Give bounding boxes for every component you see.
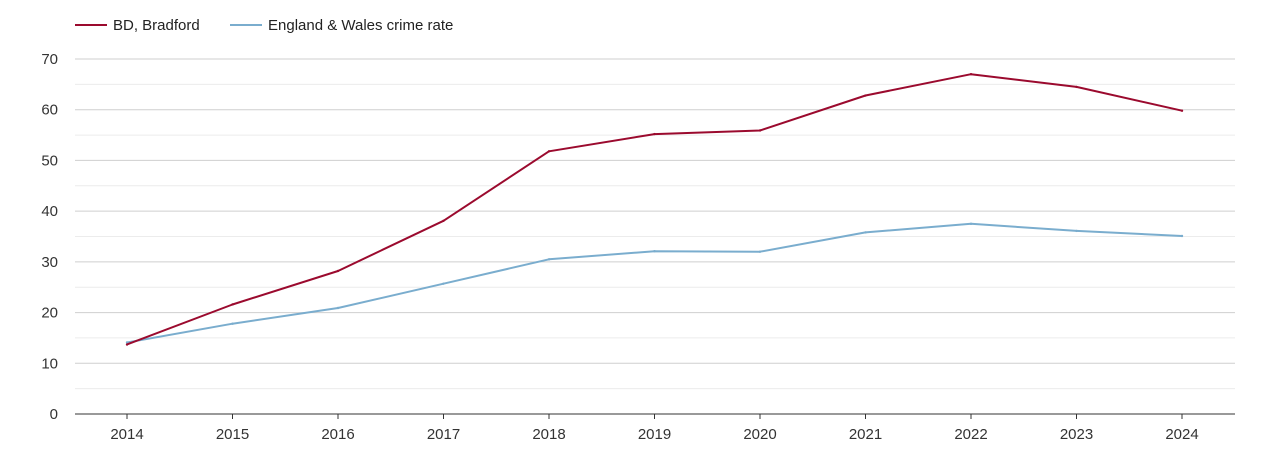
data-point-bradford [1075,85,1078,89]
data-point-england-wales [442,282,445,285]
data-point-england-wales [653,250,656,253]
x-tick-label: 2021 [849,426,882,443]
data-point-bradford [125,343,129,346]
y-tick-label: 10 [41,355,58,372]
data-point-bradford [547,150,551,153]
series-line-bradford [126,73,1183,346]
legend-label-bradford: BD, Bradford [113,17,200,34]
x-tick-label: 2018 [532,426,565,443]
data-point-bradford [442,219,445,222]
x-tick-label: 2016 [321,426,354,443]
x-tick-label: 2024 [1165,426,1198,443]
legend: BD, Bradford England & Wales crime rate [75,17,453,34]
y-tick-label: 70 [41,51,58,68]
grid [75,58,1235,390]
x-tick-label: 2014 [110,426,143,443]
data-point-bradford [336,269,340,273]
series-group [125,73,1184,346]
data-point-bradford [1180,109,1184,112]
y-tick-label: 50 [41,152,58,169]
y-tick-label: 0 [50,406,58,423]
x-tick-label: 2020 [743,426,776,443]
y-tick-label: 40 [41,203,58,220]
x-tick-label: 2023 [1060,426,1093,443]
data-point-england-wales [969,222,973,226]
legend-label-england-wales: England & Wales crime rate [268,17,453,34]
data-point-england-wales [758,250,762,253]
data-point-england-wales [1180,234,1184,238]
data-point-england-wales [547,258,551,261]
data-point-bradford [231,303,234,306]
data-point-england-wales [1075,229,1078,233]
y-tick-label: 30 [41,254,58,271]
data-point-bradford [969,73,973,76]
data-point-england-wales [864,231,867,234]
x-tick-label: 2022 [954,426,987,443]
series-line-england-wales [126,222,1183,344]
data-point-england-wales [231,322,234,325]
data-point-england-wales [125,341,129,344]
x-tick-label: 2019 [638,426,671,443]
data-point-bradford [864,94,867,97]
data-point-england-wales [336,306,340,310]
y-axis: 0 10 20 30 40 50 60 70 [41,51,58,423]
y-tick-label: 60 [41,102,58,119]
x-tick-label: 2015 [216,426,249,443]
y-tick-label: 20 [41,305,58,322]
data-point-bradford [758,129,762,132]
data-point-bradford [653,132,656,136]
x-tick-label: 2017 [427,426,460,443]
x-axis: 2014 2015 2016 2017 2018 2019 2020 2021 2022 2023… [75,413,1235,443]
